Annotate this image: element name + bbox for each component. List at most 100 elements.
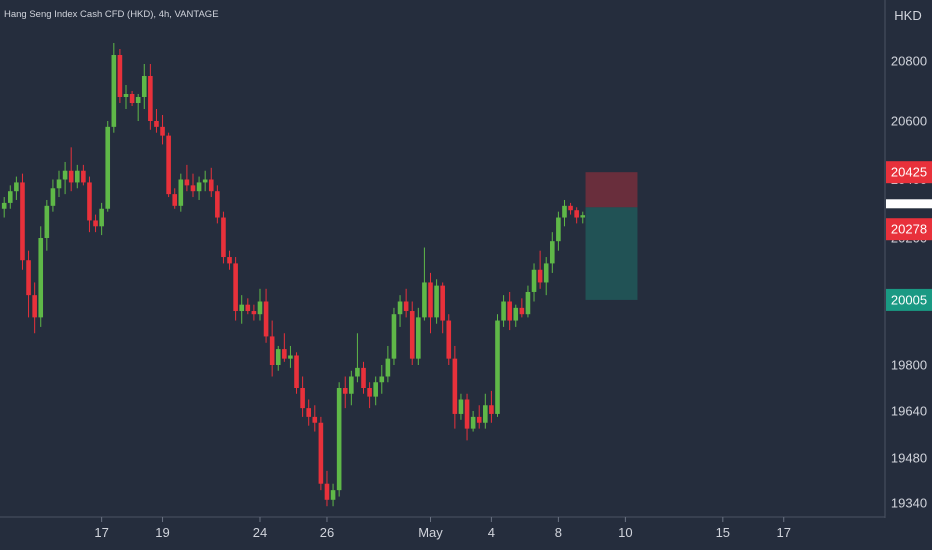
candle-body <box>440 285 445 321</box>
candle-body <box>501 301 506 321</box>
candle <box>495 314 500 417</box>
candle-body <box>87 182 92 221</box>
candle <box>519 298 525 318</box>
price-badge-bg <box>886 288 932 311</box>
candle-body <box>56 179 62 189</box>
candle <box>239 295 245 324</box>
time-tick-label: 17 <box>94 525 108 540</box>
candle-body <box>446 320 452 359</box>
candle <box>141 64 147 109</box>
candle-body <box>282 349 287 359</box>
candle <box>233 257 238 321</box>
candle-body <box>543 263 549 283</box>
candle <box>422 247 427 321</box>
candle <box>275 345 281 371</box>
candle-body <box>312 416 318 423</box>
candle <box>513 304 519 327</box>
candle <box>20 173 25 270</box>
entry-price-marker <box>886 199 932 209</box>
price-tick-label: 19340 <box>891 496 927 511</box>
candle <box>26 250 31 318</box>
time-tick-label: 19 <box>155 525 169 540</box>
candle-body <box>208 179 214 192</box>
candle-body <box>81 170 86 183</box>
candle <box>397 295 403 327</box>
candle <box>208 167 214 198</box>
candle <box>330 483 336 507</box>
candle <box>135 94 141 121</box>
candle <box>148 64 153 130</box>
candle-body <box>355 367 360 377</box>
candle <box>537 250 543 289</box>
candle <box>1 197 7 218</box>
time-tick-label: 8 <box>555 525 562 540</box>
candle-body <box>129 94 135 103</box>
candle <box>531 263 537 302</box>
candle-body <box>172 194 178 206</box>
candle <box>318 416 324 491</box>
candle <box>403 288 409 318</box>
candle <box>74 164 80 189</box>
candle-body <box>434 285 439 318</box>
candle <box>154 109 159 133</box>
take-profit-zone[interactable] <box>585 207 638 300</box>
candle <box>440 282 445 334</box>
candle-body <box>32 295 37 318</box>
candle-body <box>135 97 141 103</box>
candle <box>416 307 421 365</box>
candle-body <box>476 416 482 423</box>
candle <box>190 173 196 198</box>
candle-body <box>227 257 232 264</box>
candle <box>129 91 135 106</box>
candle <box>93 214 98 233</box>
candle-body <box>330 490 336 500</box>
candle-body <box>428 282 433 318</box>
candle <box>349 370 354 406</box>
time-axis[interactable]: 17 19 24 26 May 4 8 10 15 17 <box>94 517 791 540</box>
candle-body <box>111 55 117 127</box>
candle <box>251 304 257 321</box>
candle-body <box>105 126 111 209</box>
candle <box>409 301 415 365</box>
price-tick-label: 19800 <box>891 358 927 373</box>
time-tick-label: 26 <box>320 525 334 540</box>
candle <box>373 376 378 406</box>
candle <box>263 288 269 343</box>
candle-body <box>306 408 311 417</box>
candle <box>507 291 512 331</box>
candle-body <box>215 191 220 218</box>
candle-body <box>245 304 251 312</box>
candle <box>166 132 171 198</box>
candle <box>288 345 293 368</box>
candle <box>50 179 56 212</box>
candle-body <box>373 382 378 397</box>
candle <box>306 399 311 426</box>
candle <box>32 282 37 334</box>
candle-body <box>458 399 464 414</box>
candle <box>178 173 184 212</box>
time-tick-label: 4 <box>488 525 495 540</box>
candle-body <box>525 291 531 315</box>
candle-body <box>202 179 208 183</box>
position-tool[interactable] <box>585 172 638 300</box>
chart-title: Hang Seng Index Cash CFD (HKD), 4h, VANT… <box>4 9 219 20</box>
candle-body <box>1 202 7 209</box>
candle <box>556 211 561 251</box>
candle-body <box>62 170 68 180</box>
candle-body <box>257 301 263 315</box>
candle <box>117 49 123 103</box>
price-tick-label: 19480 <box>891 451 927 466</box>
candle-body <box>361 367 366 388</box>
stop-loss-zone[interactable] <box>585 172 638 208</box>
price-labels: 20425 20278 20005 <box>886 161 932 311</box>
candle-body <box>68 170 74 183</box>
candle-body <box>470 416 476 429</box>
price-tick-label: 20800 <box>891 54 927 69</box>
candle <box>215 185 220 224</box>
candle <box>525 285 531 318</box>
candle <box>428 272 433 334</box>
candle <box>355 333 360 383</box>
candle-body <box>349 376 354 394</box>
